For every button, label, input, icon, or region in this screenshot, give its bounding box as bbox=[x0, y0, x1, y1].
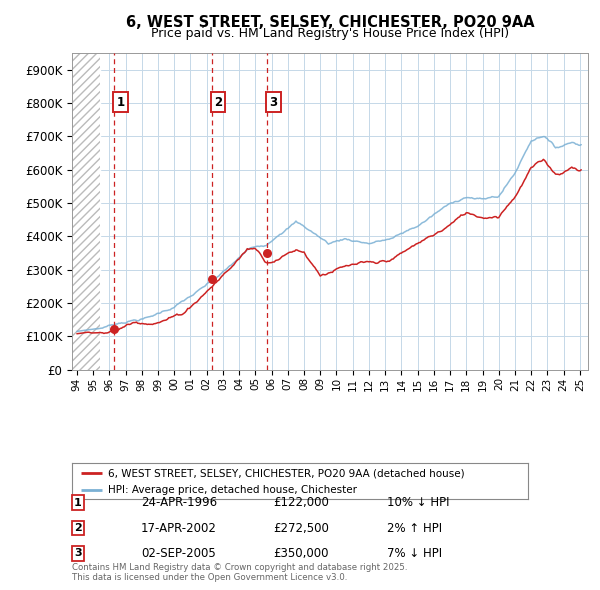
Text: 17-APR-2002: 17-APR-2002 bbox=[141, 522, 217, 535]
Bar bbox=[72, 53, 100, 370]
Text: 3: 3 bbox=[269, 96, 277, 109]
Text: 1: 1 bbox=[116, 96, 125, 109]
Text: 7% ↓ HPI: 7% ↓ HPI bbox=[387, 547, 442, 560]
Text: £122,000: £122,000 bbox=[273, 496, 329, 509]
Text: 6, WEST STREET, SELSEY, CHICHESTER, PO20 9AA: 6, WEST STREET, SELSEY, CHICHESTER, PO20… bbox=[125, 15, 535, 30]
Text: 02-SEP-2005: 02-SEP-2005 bbox=[141, 547, 216, 560]
Text: 10% ↓ HPI: 10% ↓ HPI bbox=[387, 496, 449, 509]
Text: 1: 1 bbox=[74, 498, 82, 507]
Text: HPI: Average price, detached house, Chichester: HPI: Average price, detached house, Chic… bbox=[109, 485, 358, 494]
Text: £350,000: £350,000 bbox=[273, 547, 329, 560]
Bar bbox=[72, 53, 100, 370]
Text: Contains HM Land Registry data © Crown copyright and database right 2025.
This d: Contains HM Land Registry data © Crown c… bbox=[72, 563, 407, 582]
Text: 6, WEST STREET, SELSEY, CHICHESTER, PO20 9AA (detached house): 6, WEST STREET, SELSEY, CHICHESTER, PO20… bbox=[109, 468, 465, 478]
Text: 2: 2 bbox=[74, 523, 82, 533]
Text: £272,500: £272,500 bbox=[273, 522, 329, 535]
Text: Price paid vs. HM Land Registry's House Price Index (HPI): Price paid vs. HM Land Registry's House … bbox=[151, 27, 509, 40]
Text: 2% ↑ HPI: 2% ↑ HPI bbox=[387, 522, 442, 535]
Text: 24-APR-1996: 24-APR-1996 bbox=[141, 496, 217, 509]
Text: 3: 3 bbox=[74, 549, 82, 558]
Text: 2: 2 bbox=[214, 96, 222, 109]
